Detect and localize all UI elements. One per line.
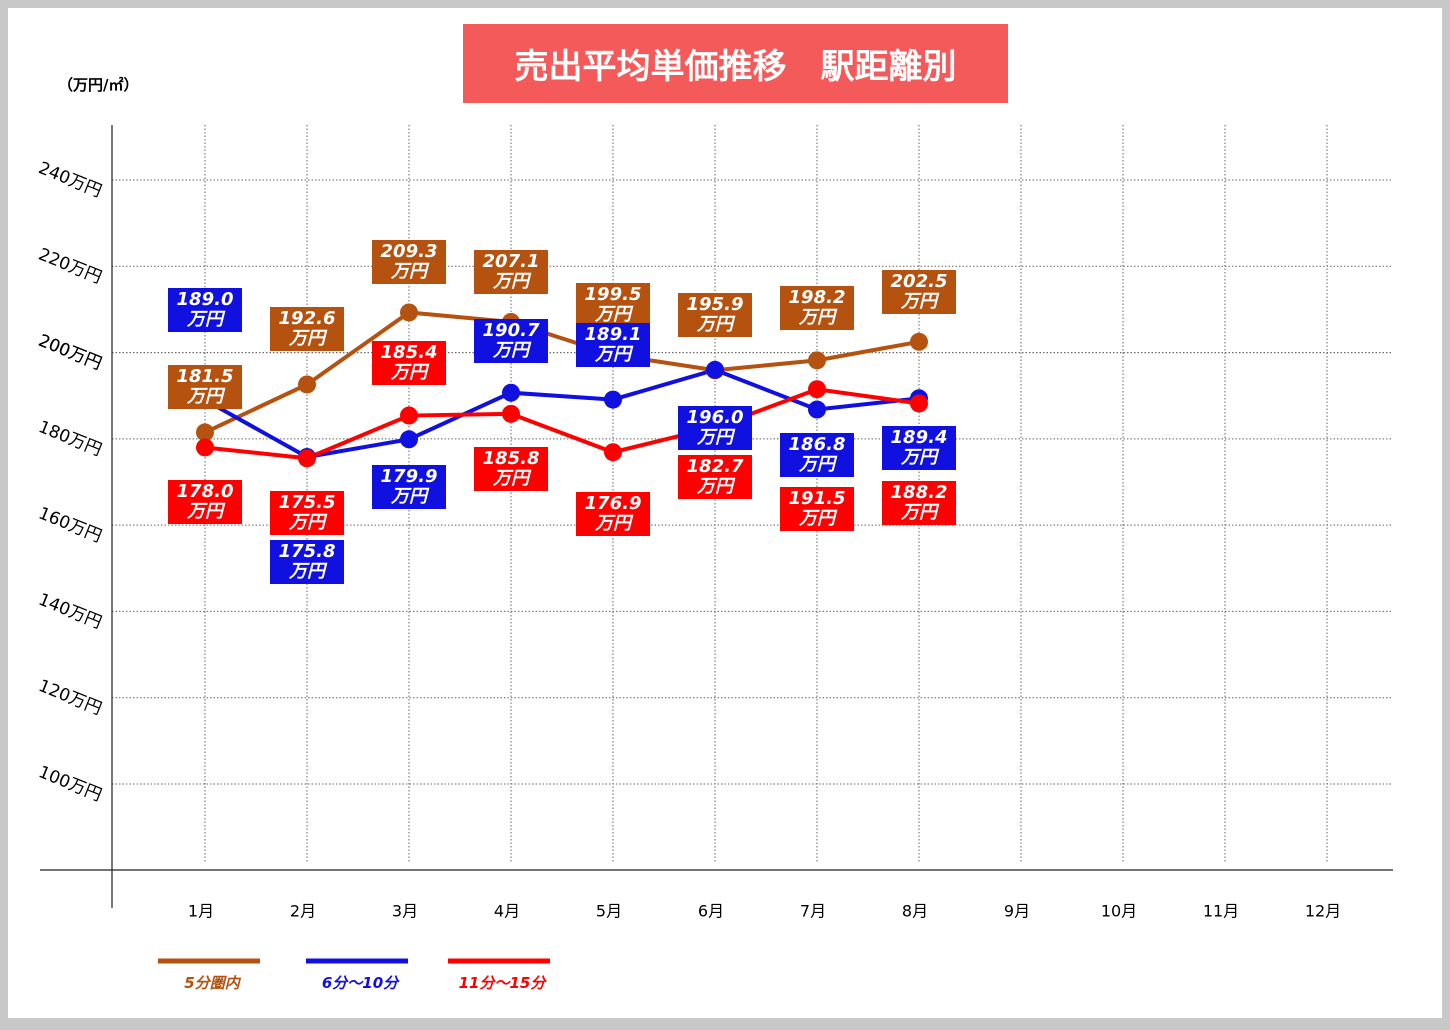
point xyxy=(604,443,622,462)
y-tick-label: 160万円 xyxy=(35,503,104,546)
series-line xyxy=(204,367,920,460)
data-label: 202.5 万円 xyxy=(882,269,956,314)
point xyxy=(298,449,316,468)
x-tick-label: 9月 xyxy=(1004,902,1030,921)
chart-card xyxy=(8,8,1442,1018)
data-label: 207.1 万円 xyxy=(474,249,548,294)
x-tick-label: 4月 xyxy=(494,902,520,921)
data-label: 209.3 万円 xyxy=(372,240,446,285)
y-tick-label: 180万円 xyxy=(35,417,104,460)
data-label: 192.6 万円 xyxy=(270,307,344,352)
data-label: 185.8 万円 xyxy=(474,446,548,491)
chart-title: 売出平均単価推移 駅距離別 xyxy=(463,24,1008,103)
data-label: 186.8 万円 xyxy=(780,432,854,477)
data-label: 175.8 万円 xyxy=(270,539,344,584)
point xyxy=(808,380,826,399)
legend-label: 11分～15分 xyxy=(458,974,546,992)
point xyxy=(196,438,214,457)
point xyxy=(808,400,826,419)
x-tick-label: 5月 xyxy=(596,902,622,921)
point xyxy=(604,390,622,409)
point xyxy=(502,404,520,423)
y-tick-label: 200万円 xyxy=(35,331,104,374)
data-label: 178.0 万円 xyxy=(168,480,242,525)
point xyxy=(808,351,826,370)
data-label: 179.9 万円 xyxy=(372,465,446,510)
legend-label: 5分圏内 xyxy=(184,974,240,992)
data-label: 176.9 万円 xyxy=(576,492,650,537)
x-tick-label: 3月 xyxy=(392,902,418,921)
data-label: 181.5 万円 xyxy=(168,365,242,410)
data-label: 199.5 万円 xyxy=(576,282,650,327)
series-line xyxy=(204,310,920,435)
y-tick-label: 220万円 xyxy=(35,245,104,288)
data-label: 175.5 万円 xyxy=(270,491,344,536)
series-line xyxy=(204,387,920,461)
x-tick-label: 10月 xyxy=(1101,902,1137,921)
data-label: 189.1 万円 xyxy=(576,322,650,367)
point xyxy=(400,406,418,425)
y-axis-label: （万円/㎡） xyxy=(58,76,139,94)
y-tick-label: 140万円 xyxy=(35,590,104,633)
data-label: 191.5 万円 xyxy=(780,487,854,532)
data-label: 189.0 万円 xyxy=(168,288,242,333)
point xyxy=(196,423,214,442)
x-tick-label: 2月 xyxy=(290,902,316,921)
x-tick-label: 12月 xyxy=(1305,902,1341,921)
legend-label: 6分～10分 xyxy=(321,974,399,992)
data-label: 188.2 万円 xyxy=(882,481,956,526)
point xyxy=(910,332,928,351)
data-label: 198.2 万円 xyxy=(780,286,854,331)
point xyxy=(502,383,520,402)
y-tick-label: 120万円 xyxy=(35,676,104,719)
point xyxy=(706,360,724,379)
point xyxy=(400,303,418,322)
data-label: 189.4 万円 xyxy=(882,426,956,471)
data-label: 195.9 万円 xyxy=(678,293,752,338)
data-label: 185.4 万円 xyxy=(372,340,446,385)
y-tick-label: 240万円 xyxy=(35,158,104,201)
x-tick-label: 8月 xyxy=(902,902,928,921)
point xyxy=(910,394,928,413)
x-tick-label: 11月 xyxy=(1203,902,1239,921)
data-label: 182.7 万円 xyxy=(678,455,752,500)
data-label: 196.0 万円 xyxy=(678,405,752,450)
x-tick-label: 1月 xyxy=(188,902,214,921)
point xyxy=(298,375,316,394)
x-tick-label: 7月 xyxy=(800,902,826,921)
x-tick-label: 6月 xyxy=(698,902,724,921)
y-tick-label: 100万円 xyxy=(35,762,104,805)
point xyxy=(400,430,418,449)
data-label: 190.7 万円 xyxy=(474,318,548,363)
